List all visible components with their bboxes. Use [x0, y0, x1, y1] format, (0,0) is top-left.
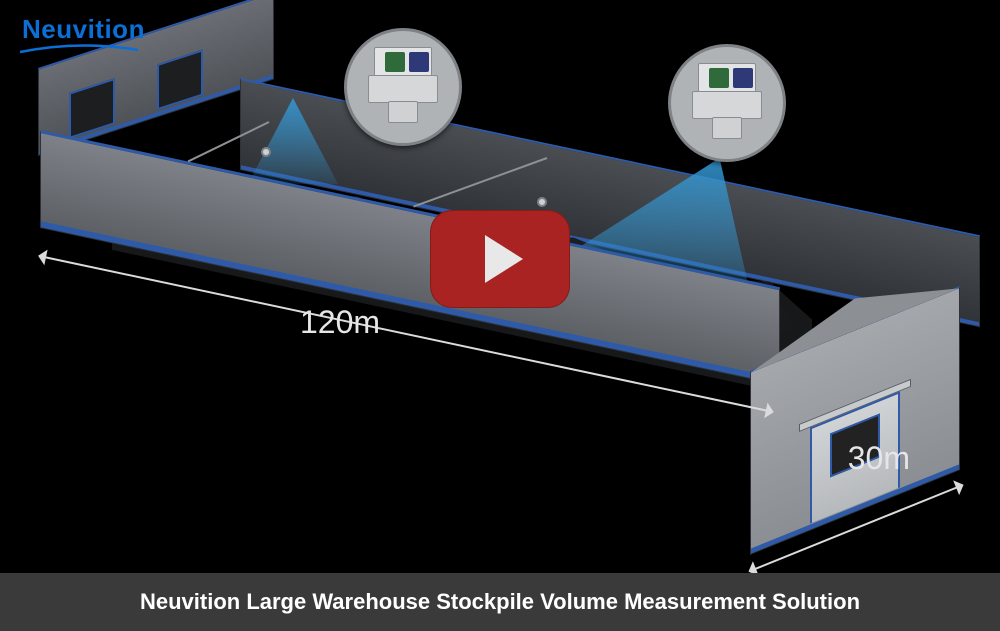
callout-anchor-dot	[537, 197, 547, 207]
back-door-1	[69, 78, 115, 139]
play-button[interactable]	[430, 210, 570, 308]
brand-name: Neuvition	[22, 14, 145, 44]
sensor-callout-2	[668, 44, 786, 162]
video-caption-bar: Neuvition Large Warehouse Stockpile Volu…	[0, 573, 1000, 631]
dimension-label-width: 30m	[848, 440, 910, 477]
lidar-device-icon	[692, 63, 762, 143]
play-icon	[485, 235, 523, 283]
video-caption-text: Neuvition Large Warehouse Stockpile Volu…	[140, 589, 860, 615]
arrowhead-icon	[764, 403, 783, 422]
brand-swoosh-icon	[20, 44, 138, 54]
arrowhead-icon	[29, 246, 48, 265]
brand-logo: Neuvition	[22, 14, 145, 45]
video-thumbnail[interactable]: 120m 30m Neuvition Neuvition Large Wareh…	[0, 0, 1000, 631]
dimension-label-length: 120m	[300, 304, 380, 341]
sensor-callout-1	[344, 28, 462, 146]
arrowhead-icon	[953, 474, 974, 495]
back-door-2	[157, 49, 203, 110]
callout-anchor-dot	[261, 147, 271, 157]
lidar-device-icon	[368, 47, 438, 127]
warehouse-scene: 120m 30m	[0, 0, 1000, 631]
